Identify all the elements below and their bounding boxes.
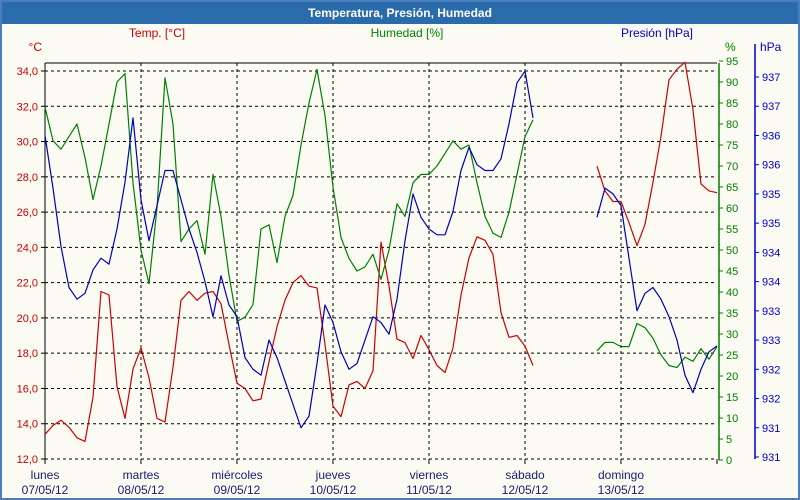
temp-tick-label: 20,0 bbox=[17, 313, 38, 325]
humidity-tick-label: 75 bbox=[726, 140, 738, 152]
humidity-tick-label: 45 bbox=[726, 266, 738, 278]
temperature-axis-unit: °C bbox=[28, 40, 42, 54]
pressure-tick-label: 935 bbox=[762, 218, 780, 230]
pressure-tick-label: 937 bbox=[762, 101, 780, 113]
day-name-label: viernes bbox=[410, 468, 449, 482]
temp-tick-label: 18,0 bbox=[17, 348, 38, 360]
humidity-tick-label: 15 bbox=[726, 392, 738, 404]
humidity-line bbox=[44, 68, 718, 369]
humidity-tick-label: 60 bbox=[726, 203, 738, 215]
pressure-tick-label: 932 bbox=[762, 364, 780, 376]
temp-tick-label: 24,0 bbox=[17, 242, 38, 254]
humidity-tick-label: 85 bbox=[726, 98, 738, 110]
window-title: Temperatura, Presión, Humedad bbox=[308, 6, 492, 20]
day-name-label: jueves bbox=[315, 468, 351, 482]
day-name-label: miércoles bbox=[211, 468, 262, 482]
day-date-label: 09/05/12 bbox=[214, 483, 261, 497]
pressure-tick-label: 937 bbox=[762, 72, 780, 84]
temp-tick-label: 14,0 bbox=[17, 419, 38, 431]
temp-tick-label: 30,0 bbox=[17, 137, 38, 149]
pressure-tick-label: 936 bbox=[762, 130, 780, 142]
humidity-tick-label: 70 bbox=[726, 161, 738, 173]
humidity-tick-label: 80 bbox=[726, 119, 738, 131]
day-name-label: domingo bbox=[598, 468, 644, 482]
pressure-axis-unit: hPa bbox=[760, 40, 782, 54]
pressure-line bbox=[44, 70, 718, 429]
humidity-tick-label: 10 bbox=[726, 413, 738, 425]
pressure-tick-label: 933 bbox=[762, 306, 780, 318]
temp-tick-label: 26,0 bbox=[17, 207, 38, 219]
pressure-tick-label: 932 bbox=[762, 394, 780, 406]
humidity-tick-label: 5 bbox=[726, 434, 732, 446]
humidity-tick-label: 25 bbox=[726, 350, 738, 362]
temp-tick-label: 16,0 bbox=[17, 383, 38, 395]
pressure-tick-label: 934 bbox=[762, 277, 780, 289]
temp-tick-label: 28,0 bbox=[17, 172, 38, 184]
humidity-tick-label: 35 bbox=[726, 308, 738, 320]
humidity-tick-label: 90 bbox=[726, 77, 738, 89]
humidity-tick-label: 0 bbox=[726, 455, 732, 467]
humidity-tick-label: 95 bbox=[726, 56, 738, 68]
pressure-tick-label: 933 bbox=[762, 335, 780, 347]
day-date-label: 11/05/12 bbox=[406, 483, 452, 497]
temperature-series-header: Temp. [°C] bbox=[128, 26, 186, 40]
humidity-tick-label: 20 bbox=[726, 371, 738, 383]
pressure-tick-label: 935 bbox=[762, 189, 780, 201]
humidity-series-header: Humedad [%] bbox=[370, 26, 444, 40]
humidity-tick-label: 55 bbox=[726, 224, 738, 236]
pressure-tick-label: 934 bbox=[762, 247, 780, 259]
temp-tick-label: 22,0 bbox=[17, 278, 38, 290]
temperature-line bbox=[44, 61, 718, 442]
humidity-tick-label: 50 bbox=[726, 245, 738, 257]
humidity-tick-label: 30 bbox=[726, 329, 738, 341]
humidity-axis-unit: % bbox=[725, 40, 736, 54]
title-bar: Temperatura, Presión, Humedad bbox=[2, 2, 798, 24]
temp-tick-label: 32,0 bbox=[17, 101, 38, 113]
pressure-tick-label: 936 bbox=[762, 160, 780, 172]
day-date-label: 07/05/12 bbox=[22, 483, 69, 497]
pressure-series-header: Presión [hPa] bbox=[620, 26, 694, 40]
pressure-tick-label: 931 bbox=[762, 452, 780, 464]
day-name-label: sábado bbox=[505, 468, 545, 482]
day-date-label: 13/05/12 bbox=[598, 483, 645, 497]
temp-tick-label: 34,0 bbox=[17, 66, 38, 78]
day-date-label: 12/05/12 bbox=[502, 483, 549, 497]
humidity-tick-label: 65 bbox=[726, 182, 738, 194]
humidity-tick-label: 40 bbox=[726, 287, 738, 299]
day-date-label: 08/05/12 bbox=[118, 483, 165, 497]
pressure-tick-label: 931 bbox=[762, 423, 780, 435]
temp-tick-label: 12,0 bbox=[17, 454, 38, 466]
day-name-label: lunes bbox=[31, 468, 60, 482]
day-name-label: martes bbox=[123, 468, 160, 482]
day-date-label: 10/05/12 bbox=[310, 483, 357, 497]
